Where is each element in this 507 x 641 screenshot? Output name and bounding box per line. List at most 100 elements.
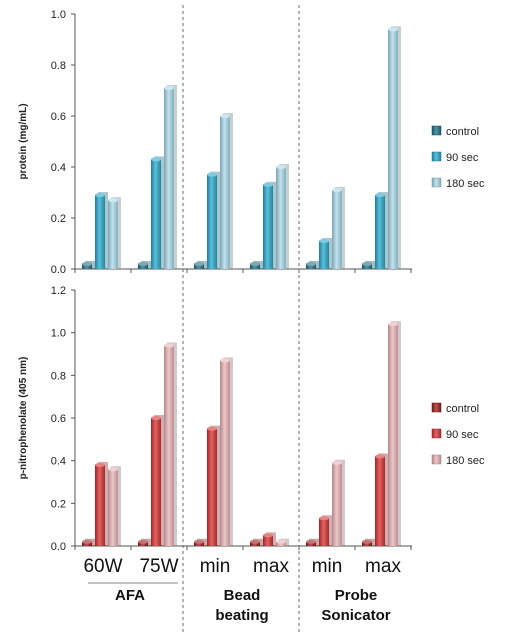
category-label: 60W <box>83 556 122 577</box>
protein-bar <box>276 167 286 269</box>
pnp-y-axis-label: p-nitrophenolate (405 nm) <box>18 357 29 480</box>
pnp-legend-label: 90 sec <box>446 429 479 441</box>
protein-legend-label: 90 sec <box>446 152 479 164</box>
pnp-bar-top <box>108 467 118 472</box>
protein-y-tick-label: 1.0 <box>51 9 66 21</box>
pnp-y-tick-label: 0.4 <box>51 456 66 468</box>
protein-bar <box>194 263 204 269</box>
pnp-bar <box>194 541 204 546</box>
pnp-bar <box>108 469 118 546</box>
pnp-bar <box>151 418 161 546</box>
protein-bar-top <box>164 85 174 90</box>
protein-legend-swatch <box>431 151 442 162</box>
protein-bar-top <box>194 261 204 266</box>
protein-bar-top <box>138 261 148 266</box>
pnp-bar <box>207 428 217 546</box>
pnp-legend-swatch <box>431 428 442 439</box>
pnp-y-tick-label: 1.2 <box>51 285 66 297</box>
protein-bar <box>82 263 92 269</box>
protein-legend-swatch <box>431 177 442 188</box>
pnp-y-tick-label: 0.2 <box>51 498 66 510</box>
protein-bar <box>164 87 174 269</box>
pnp-y-tick-label: 0.0 <box>51 541 66 553</box>
protein-bar <box>263 184 273 269</box>
protein-bar-top <box>388 27 398 32</box>
protein-bar-top <box>82 261 92 266</box>
protein-y-tick-label: 0.6 <box>51 111 66 123</box>
protein-bar-top <box>95 193 105 198</box>
pnp-bar-top <box>207 426 217 431</box>
protein-bar <box>207 174 217 269</box>
protein-y-tick-label: 0.0 <box>51 264 66 276</box>
pnp-bar-top <box>332 460 342 465</box>
pnp-bar <box>138 541 148 546</box>
protein-bar-top <box>362 261 372 266</box>
protein-bar <box>375 195 385 269</box>
pnp-bar-top <box>250 539 260 544</box>
pnp-bar-top <box>220 358 230 363</box>
pnp-bar <box>164 345 174 546</box>
pnp-legend-swatch <box>431 402 442 413</box>
category-label: min <box>312 556 343 577</box>
protein-bar <box>319 240 329 269</box>
group-label: beating <box>215 607 268 624</box>
pnp-bar <box>250 541 260 546</box>
pnp-bar <box>332 462 342 546</box>
category-label: max <box>253 556 289 577</box>
pnp-bar-top <box>82 539 92 544</box>
pnp-bar <box>375 456 385 546</box>
protein-y-tick-label: 0.8 <box>51 60 66 72</box>
category-label: 75W <box>139 556 178 577</box>
protein-bar-top <box>220 114 230 118</box>
pnp-bar <box>319 518 329 546</box>
protein-y-axis-label: protein (mg/mL) <box>18 103 29 179</box>
category-label: min <box>200 556 231 577</box>
pnp-y-tick-label: 1.0 <box>51 328 66 340</box>
pnp-legend-label: 180 sec <box>446 455 485 467</box>
category-label: max <box>365 556 401 577</box>
pnp-bar <box>220 360 230 546</box>
pnp-y-tick-label: 0.6 <box>51 413 66 425</box>
pnp-bar <box>82 541 92 546</box>
group-label: Probe <box>335 587 378 604</box>
pnp-bar <box>276 541 286 546</box>
protein-bar <box>332 189 342 269</box>
protein-y-tick-label: 0.2 <box>51 213 66 225</box>
pnp-y-tick-label: 0.8 <box>51 370 66 382</box>
protein-legend-label: 180 sec <box>446 178 485 190</box>
protein-bar <box>151 159 161 269</box>
pnp-bar-top <box>164 343 174 348</box>
protein-bar <box>108 200 118 269</box>
pnp-bar-top <box>194 539 204 544</box>
protein-bar <box>362 263 372 269</box>
protein-bar-top <box>332 187 342 192</box>
protein-bar <box>306 263 316 269</box>
protein-y-tick-label: 0.4 <box>51 162 66 174</box>
protein-bar <box>138 263 148 269</box>
protein-bar-top <box>375 193 385 198</box>
protein-bar <box>250 263 260 269</box>
protein-bar-top <box>250 261 260 266</box>
protein-bar-top <box>207 172 217 177</box>
protein-bar <box>388 29 398 269</box>
pnp-bar-top <box>263 533 273 538</box>
pnp-legend-label: control <box>446 403 479 415</box>
protein-bar-top <box>319 238 329 243</box>
pnp-bar <box>263 535 273 546</box>
protein-bar <box>220 116 230 269</box>
pnp-bar-top <box>138 539 148 544</box>
pnp-legend-swatch <box>431 454 442 465</box>
protein-bar-top <box>306 261 316 266</box>
pnp-bar-top <box>319 516 329 521</box>
pnp-bar-top <box>375 454 385 459</box>
pnp-bar-top <box>276 539 286 544</box>
protein-legend-swatch <box>431 125 442 136</box>
pnp-bar-top <box>95 462 105 467</box>
pnp-bar-top <box>388 322 398 327</box>
pnp-bar <box>388 324 398 546</box>
pnp-bar <box>306 541 316 546</box>
group-label: Sonicator <box>321 607 390 624</box>
pnp-bar-top <box>151 416 161 420</box>
